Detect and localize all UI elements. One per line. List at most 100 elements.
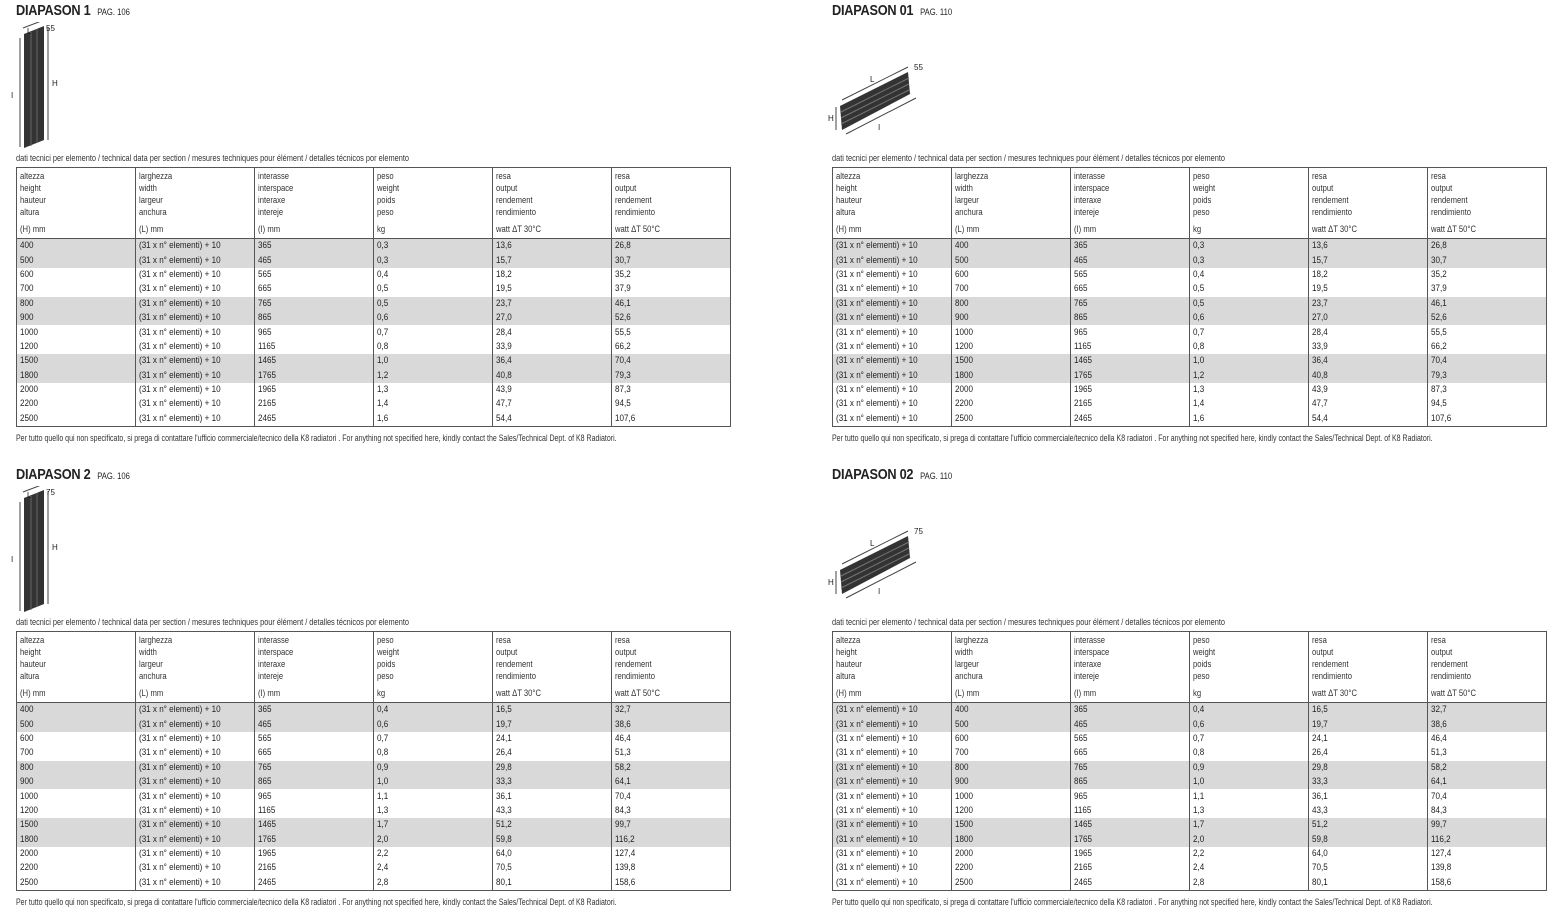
cell-value: 1765	[258, 833, 276, 845]
table-cell: 18,2	[1308, 267, 1428, 283]
cell-value: 400	[20, 240, 34, 252]
cell-value: 1,1	[377, 790, 389, 802]
column-header: peso weight poids peso kg	[1189, 631, 1309, 703]
cell-value: 47,7	[496, 398, 512, 410]
cell-value: (31 x n° elementi) + 10	[836, 862, 918, 874]
cell-value: 84,3	[1431, 804, 1447, 816]
column-header: interasse interspace interaxe intereje (I) m…	[1070, 631, 1190, 703]
header-label: height	[20, 647, 41, 657]
cell-value: (31 x n° elementi) + 10	[836, 340, 918, 352]
dim-L-label: L	[27, 491, 32, 500]
cell-value: (31 x n° elementi) + 10	[139, 761, 221, 773]
header-unit: (H) mm	[20, 688, 46, 698]
table-row: (31 x n° elementi) + 10 2200 2165 1,4 47,7 94…	[832, 397, 1547, 412]
cell-value: 2500	[955, 876, 973, 888]
cell-value: 51,2	[496, 819, 512, 831]
header-label: poids	[377, 659, 396, 669]
table-cell: (31 x n° elementi) + 10	[832, 267, 952, 283]
table-cell: 127,4	[1427, 846, 1547, 862]
header-label: width	[139, 183, 157, 193]
cell-value: 87,3	[615, 384, 631, 396]
cell-value: 465	[1074, 254, 1088, 266]
table-cell: 965	[254, 325, 374, 340]
table-cell: (31 x n° elementi) + 10	[135, 832, 255, 847]
table-cell: 1,6	[373, 411, 493, 427]
table-cell: 1200	[951, 339, 1071, 355]
cell-value: 2,4	[1193, 862, 1205, 874]
table-row: 1500 (31 x n° elementi) + 10 1465 1,0 36,4 70…	[16, 354, 731, 369]
cell-value: 1,7	[377, 819, 389, 831]
cell-value: 28,4	[496, 326, 512, 338]
table-row: (31 x n° elementi) + 10 2200 2165 2,4 70,5 13…	[832, 861, 1547, 876]
cell-value: 465	[258, 718, 272, 730]
table-cell: 24,1	[1308, 731, 1428, 747]
table-cell: 27,0	[1308, 310, 1428, 326]
cell-value: 1500	[955, 355, 973, 367]
cell-value: 2,2	[1193, 848, 1205, 860]
cell-value: 765	[1074, 761, 1088, 773]
cell-value: 36,1	[1312, 790, 1328, 802]
table-cell: 1200	[16, 339, 136, 355]
header-label: rendement	[1431, 195, 1468, 205]
cell-value: 58,2	[1431, 761, 1447, 773]
column-header: resa output rendement rendimiento watt ΔT 50…	[1427, 631, 1547, 703]
cell-value: 600	[20, 268, 34, 280]
table-row: (31 x n° elementi) + 10 2500 2465 2,8 80,1 15…	[832, 875, 1547, 891]
cell-value: 1200	[955, 340, 973, 352]
table-cell: 13,6	[492, 238, 612, 254]
table-cell: 2000	[951, 846, 1071, 862]
product-name: DIAPASON 01	[832, 2, 914, 19]
header-label: rendimiento	[496, 207, 536, 217]
cell-value: 28,4	[1312, 326, 1328, 338]
table-cell: 43,9	[1308, 382, 1428, 398]
header-label: peso	[1193, 171, 1210, 181]
cell-value: (31 x n° elementi) + 10	[139, 384, 221, 396]
table-cell: 2500	[16, 411, 136, 427]
header-label: hauteur	[836, 659, 862, 669]
header-label: largeur	[955, 195, 979, 205]
table-cell: 32,7	[1427, 702, 1547, 718]
cell-value: 365	[1074, 240, 1088, 252]
cell-value: 465	[1074, 718, 1088, 730]
table-cell: 1500	[16, 818, 136, 833]
table-cell: 58,2	[611, 760, 731, 775]
table-cell: 55,5	[611, 325, 731, 340]
header-label: intereje	[1074, 207, 1100, 217]
table-cell: 99,7	[1427, 818, 1547, 833]
cell-value: (31 x n° elementi) + 10	[139, 283, 221, 295]
cell-value: 51,3	[615, 747, 631, 759]
cell-value: 19,5	[496, 283, 512, 295]
table-row: 1000 (31 x n° elementi) + 10 965 1,1 36,1 70,…	[16, 789, 731, 804]
header-label: interasse	[258, 635, 290, 645]
header-label: height	[836, 647, 857, 657]
table-cell: 0,8	[373, 746, 493, 761]
cell-value: 665	[1074, 747, 1088, 759]
header-label: hauteur	[20, 659, 46, 669]
cell-value: (31 x n° elementi) + 10	[836, 876, 918, 888]
table-cell: 51,2	[492, 818, 612, 833]
table-cell: 1,4	[373, 397, 493, 412]
cell-value: 0,3	[377, 254, 389, 266]
table-cell: 0,6	[1189, 717, 1309, 732]
cell-value: 46,4	[1431, 732, 1447, 744]
table-row: (31 x n° elementi) + 10 1000 965 0,7 28,4 55,…	[832, 325, 1547, 340]
cell-value: 55,5	[615, 326, 631, 338]
table-row: (31 x n° elementi) + 10 500 465 0,3 15,7 30,7	[832, 253, 1547, 268]
cell-value: 64,1	[615, 776, 631, 788]
cell-value: 0,8	[1193, 340, 1205, 352]
table-cell: 500	[951, 717, 1071, 732]
table-row: 1800 (31 x n° elementi) + 10 1765 2,0 59,8 11…	[16, 832, 731, 847]
header-label: largeur	[955, 659, 979, 669]
cell-value: 765	[258, 297, 272, 309]
table-cell: 33,9	[1308, 339, 1428, 355]
header-label: peso	[1193, 635, 1210, 645]
header-label: altura	[836, 207, 856, 217]
table-cell: 16,5	[492, 702, 612, 718]
table-cell: (31 x n° elementi) + 10	[135, 238, 255, 254]
cell-value: 1965	[258, 848, 276, 860]
table-cell: (31 x n° elementi) + 10	[135, 368, 255, 383]
footnote: Per tutto quello qui non specificato, si…	[832, 433, 1433, 443]
table-row: (31 x n° elementi) + 10 800 765 0,5 23,7 46,1	[832, 296, 1547, 311]
cell-value: (31 x n° elementi) + 10	[139, 732, 221, 744]
table-cell: 29,8	[492, 760, 612, 775]
